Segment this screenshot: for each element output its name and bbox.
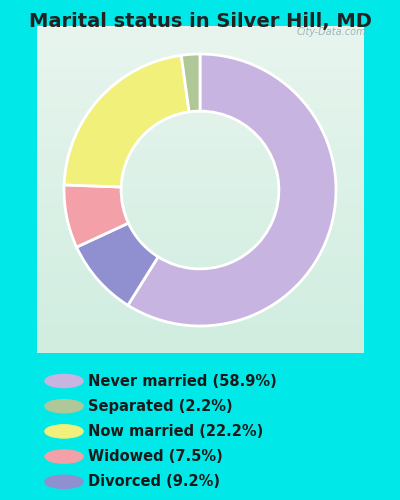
Text: Never married (58.9%): Never married (58.9%) <box>88 374 277 388</box>
Wedge shape <box>76 223 158 306</box>
Wedge shape <box>128 54 336 326</box>
Circle shape <box>45 475 83 488</box>
Text: Now married (22.2%): Now married (22.2%) <box>88 424 263 439</box>
Circle shape <box>45 400 83 413</box>
Wedge shape <box>181 54 200 112</box>
Circle shape <box>45 450 83 464</box>
Wedge shape <box>64 56 189 187</box>
Text: City-Data.com: City-Data.com <box>297 27 367 37</box>
Circle shape <box>45 424 83 438</box>
Text: Marital status in Silver Hill, MD: Marital status in Silver Hill, MD <box>28 12 372 32</box>
Text: Separated (2.2%): Separated (2.2%) <box>88 398 233 413</box>
Circle shape <box>45 374 83 388</box>
Wedge shape <box>64 185 128 247</box>
Text: Widowed (7.5%): Widowed (7.5%) <box>88 449 223 464</box>
Text: Divorced (9.2%): Divorced (9.2%) <box>88 474 220 490</box>
